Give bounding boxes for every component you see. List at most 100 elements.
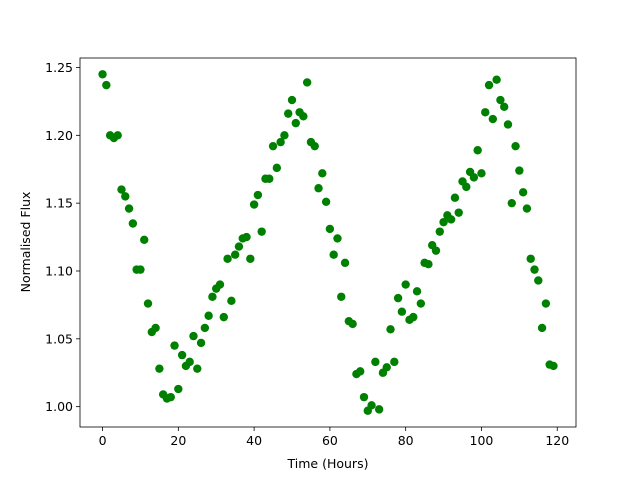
point (541, 299, 551, 308)
point (446, 215, 456, 224)
point (257, 227, 266, 236)
point (246, 254, 255, 263)
point (484, 80, 494, 90)
point (367, 401, 376, 410)
point (234, 242, 244, 251)
point (227, 296, 236, 306)
point (386, 325, 395, 334)
y-tick-label: 1.10 (45, 263, 73, 278)
point (136, 265, 145, 274)
point (276, 137, 285, 147)
point (439, 217, 448, 227)
point (462, 182, 471, 192)
point (321, 197, 331, 207)
point (98, 70, 107, 79)
point (522, 204, 532, 213)
point (284, 109, 293, 118)
point (450, 193, 460, 202)
x-tick-label: 80 (398, 433, 414, 448)
point (189, 331, 198, 341)
x-tick-label: 40 (246, 433, 262, 448)
point (431, 246, 441, 255)
point (337, 292, 346, 301)
point (174, 384, 183, 394)
point (329, 250, 338, 259)
point (230, 250, 240, 259)
point (469, 173, 479, 182)
point (390, 357, 399, 367)
point (401, 280, 410, 289)
x-axis-label: Time (Hours) (287, 456, 369, 471)
point (549, 361, 558, 371)
point (124, 204, 134, 213)
point (128, 219, 138, 228)
point (518, 188, 528, 197)
point (488, 114, 498, 124)
point (424, 260, 433, 269)
point (435, 227, 444, 236)
point (348, 319, 357, 329)
point (193, 364, 202, 373)
point (534, 276, 543, 285)
point (318, 169, 327, 178)
point (515, 166, 524, 175)
point (223, 254, 232, 263)
point (185, 357, 194, 367)
point (340, 258, 350, 268)
point (117, 185, 126, 194)
point (333, 234, 342, 243)
point (170, 341, 179, 350)
point (496, 95, 505, 105)
point (166, 392, 175, 402)
point (310, 141, 319, 151)
point (530, 265, 539, 274)
point (382, 363, 391, 372)
point (121, 192, 130, 201)
point (409, 312, 418, 322)
x-tick-label: 0 (99, 433, 107, 448)
point (526, 254, 535, 263)
point (204, 311, 213, 320)
point (492, 75, 501, 84)
y-tick-label: 1.25 (45, 60, 73, 75)
point (477, 169, 486, 178)
point (208, 292, 217, 301)
point (412, 287, 422, 296)
point (155, 364, 164, 373)
point (537, 323, 547, 333)
point (242, 232, 251, 242)
point (511, 141, 520, 151)
point (359, 392, 369, 402)
point (291, 118, 300, 128)
point (249, 200, 259, 209)
point (325, 224, 335, 234)
point (393, 293, 403, 303)
point (268, 141, 278, 151)
point (272, 163, 282, 173)
point (499, 102, 509, 112)
point (302, 78, 312, 87)
point (473, 146, 482, 155)
point (140, 235, 149, 244)
point (200, 323, 210, 333)
point (196, 338, 206, 348)
point (177, 350, 187, 360)
point (503, 120, 513, 129)
y-tick-label: 1.20 (45, 128, 73, 143)
point (374, 405, 384, 414)
point (219, 312, 228, 322)
x-tick-label: 60 (322, 433, 338, 448)
point (314, 184, 323, 193)
point (215, 280, 225, 289)
point (416, 299, 426, 308)
point (371, 357, 380, 367)
point (143, 299, 153, 308)
point (102, 80, 111, 90)
y-tick-label: 1.15 (45, 196, 73, 211)
point (397, 307, 407, 316)
point (454, 208, 463, 217)
point (481, 108, 490, 117)
y-tick-label: 1.00 (45, 399, 73, 414)
